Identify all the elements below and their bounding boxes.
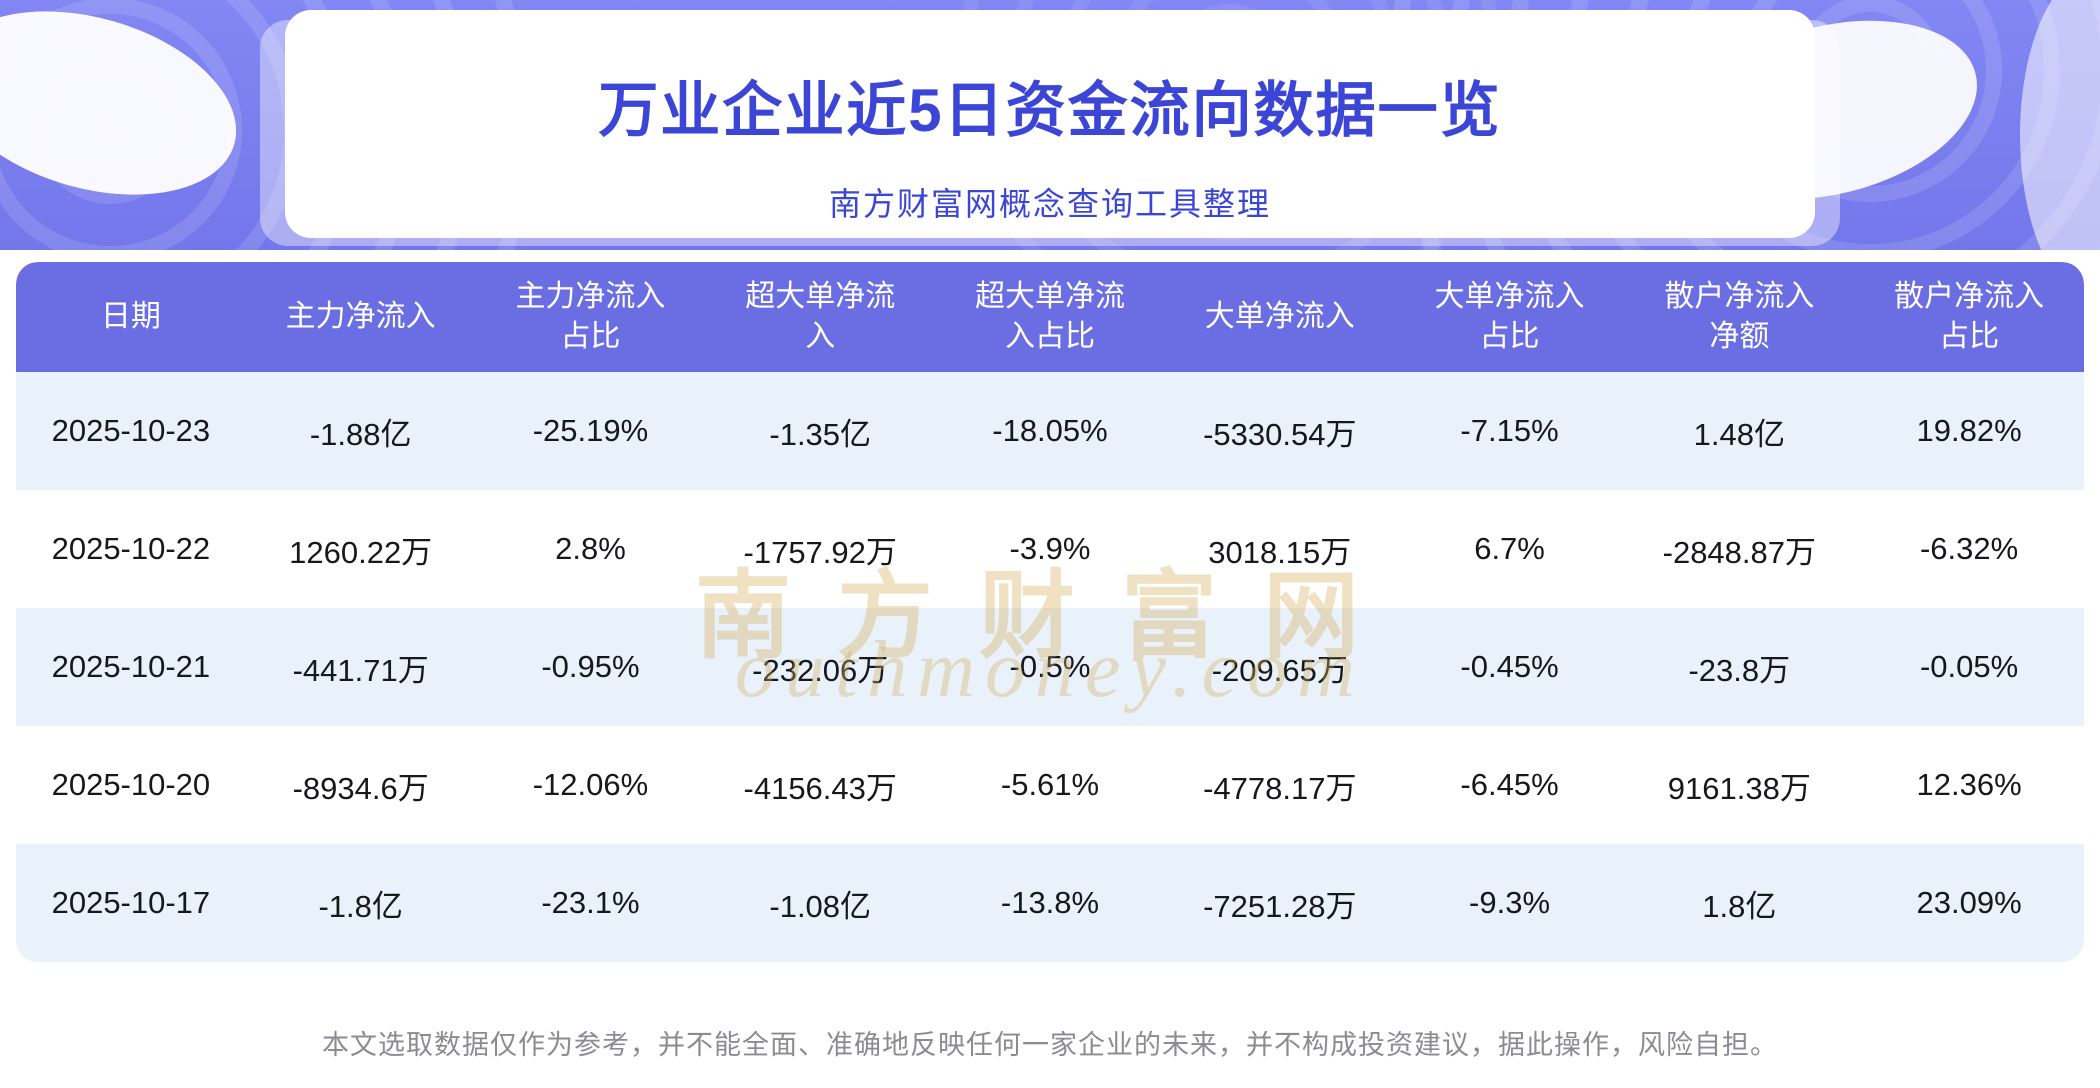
table-row: 2025-10-20 -8934.6万 -12.06% -4156.43万 -5…: [16, 726, 2084, 844]
cell-large-inflow-pct: -9.3%: [1469, 885, 1551, 920]
cell-main-inflow: -441.71万: [292, 652, 429, 688]
cell-large-inflow: -7251.28万: [1203, 888, 1357, 924]
cell-xl-inflow-pct: -13.8%: [1000, 885, 1100, 920]
cell-main-inflow: -8934.6万: [292, 770, 429, 806]
column-header-large-inflow-pct: 大单净流入占比: [1434, 279, 1585, 354]
fund-flow-table: 日期 主力净流入 主力净流入占比 超大单净流入 超大单净流入占比 大单净流入 大…: [16, 262, 2084, 962]
column-header-xl-inflow: 超大单净流入: [745, 279, 896, 354]
table-row: 2025-10-23 -1.88亿 -25.19% -1.35亿 -18.05%…: [16, 372, 2084, 490]
cell-main-inflow-pct: -12.06%: [532, 767, 649, 802]
cell-xl-inflow: -232.06万: [752, 652, 889, 688]
column-header-large-inflow: 大单净流入: [1204, 299, 1355, 333]
table-header-row: 日期 主力净流入 主力净流入占比 超大单净流入 超大单净流入占比 大单净流入 大…: [16, 262, 2084, 372]
cell-large-inflow: 3018.15万: [1208, 534, 1352, 570]
table-row: 2025-10-17 -1.8亿 -23.1% -1.08亿 -13.8% -7…: [16, 844, 2084, 962]
cell-xl-inflow: -1.08亿: [769, 888, 872, 924]
cell-retail-inflow: 1.48亿: [1693, 416, 1785, 452]
cell-retail-inflow-pct: -6.32%: [1919, 531, 2019, 566]
column-header-date: 日期: [100, 299, 161, 333]
cell-large-inflow-pct: -6.45%: [1460, 767, 1559, 802]
cell-xl-inflow-pct: -0.5%: [1009, 649, 1091, 684]
cell-large-inflow: -4778.17万: [1203, 770, 1357, 806]
cell-retail-inflow: 1.8亿: [1702, 888, 1777, 924]
cell-date: 2025-10-22: [51, 531, 211, 566]
cell-main-inflow: -1.8亿: [318, 888, 403, 924]
cell-retail-inflow: -23.8万: [1688, 652, 1791, 688]
cell-date: 2025-10-17: [51, 885, 211, 920]
cell-xl-inflow-pct: -18.05%: [992, 413, 1108, 448]
cell-main-inflow-pct: 2.8%: [555, 531, 626, 566]
cell-main-inflow-pct: -0.95%: [541, 649, 640, 684]
cell-retail-inflow: -2848.87万: [1662, 534, 1817, 570]
cell-date: 2025-10-21: [51, 649, 211, 684]
cell-large-inflow-pct: -7.15%: [1460, 413, 1559, 448]
cell-large-inflow: -209.65万: [1211, 652, 1348, 688]
cell-main-inflow: 1260.22万: [289, 534, 433, 570]
cell-xl-inflow: -1757.92万: [743, 534, 897, 570]
table-row: 2025-10-22 1260.22万 2.8% -1757.92万 -3.9%…: [16, 490, 2084, 608]
column-header-main-inflow: 主力净流入: [285, 299, 436, 333]
cell-retail-inflow-pct: 23.09%: [1916, 885, 2022, 920]
cell-xl-inflow: -1.35亿: [769, 416, 872, 452]
column-header-retail-inflow-pct: 散户净流入占比: [1894, 279, 2045, 354]
column-header-main-inflow-pct: 主力净流入占比: [515, 279, 666, 354]
cell-large-inflow-pct: -0.45%: [1460, 649, 1559, 684]
decor-blob-edge: [2020, 0, 2100, 250]
cell-date: 2025-10-23: [51, 413, 211, 448]
cell-large-inflow: -5330.54万: [1203, 416, 1357, 452]
column-header-xl-inflow-pct: 超大单净流入占比: [974, 279, 1125, 354]
cell-xl-inflow: -4156.43万: [743, 770, 897, 806]
cell-date: 2025-10-20: [51, 767, 211, 802]
cell-main-inflow: -1.88亿: [309, 416, 412, 452]
cell-xl-inflow-pct: -3.9%: [1009, 531, 1091, 566]
table-row: 2025-10-21 -441.71万 -0.95% -232.06万 -0.5…: [16, 608, 2084, 726]
page-title: 万业企业近5日资金流向数据一览: [598, 77, 1502, 144]
cell-main-inflow-pct: -25.19%: [532, 413, 649, 448]
cell-main-inflow-pct: -23.1%: [541, 885, 640, 920]
cell-retail-inflow-pct: 12.36%: [1916, 767, 2022, 802]
title-card: 万业企业近5日资金流向数据一览 南方财富网概念查询工具整理: [285, 10, 1815, 238]
cell-retail-inflow-pct: 19.82%: [1916, 413, 2022, 448]
footer-disclaimer: 本文选取数据仅作为参考，并不能全面、准确地反映任何一家企业的未来，并不构成投资建…: [322, 1030, 1778, 1060]
cell-xl-inflow-pct: -5.61%: [1000, 767, 1100, 802]
page-subtitle: 南方财富网概念查询工具整理: [828, 186, 1271, 222]
cell-large-inflow-pct: 6.7%: [1474, 531, 1545, 566]
column-header-retail-inflow: 散户净流入净额: [1664, 279, 1815, 354]
cell-retail-inflow-pct: -0.05%: [1919, 649, 2019, 684]
cell-retail-inflow: 9161.38万: [1667, 770, 1811, 806]
